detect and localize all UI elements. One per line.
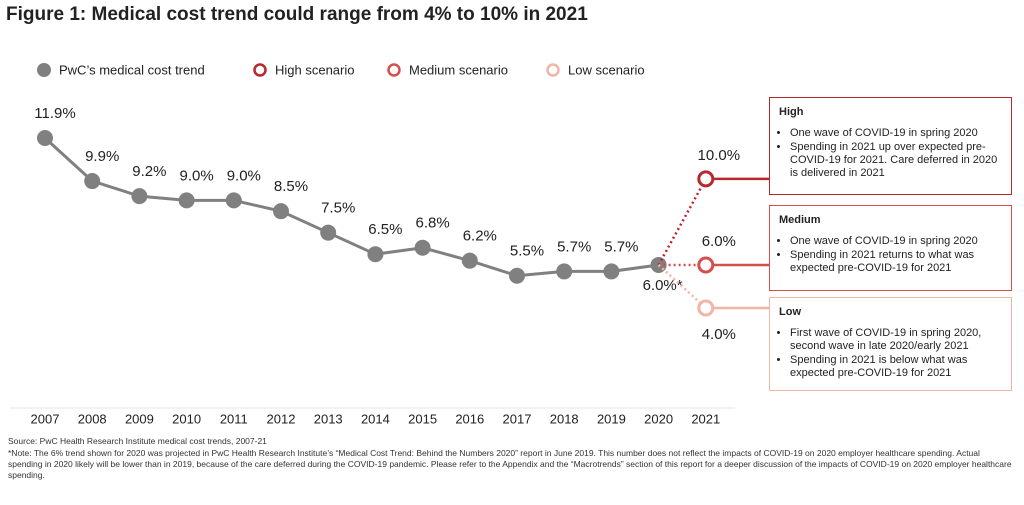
footnote: *Note: The 6% trend shown for 2020 was p… (8, 448, 1012, 480)
data-label: 10.0% (698, 147, 741, 164)
data-label: 9.2% (132, 163, 166, 180)
x-tick-label: 2016 (455, 411, 484, 426)
legend-marker (253, 63, 267, 77)
legend-item: Medium scenario (387, 62, 508, 77)
bullet: Spending in 2021 is below what was expec… (790, 354, 1003, 380)
trend-point (225, 192, 242, 209)
scenario-connector (657, 264, 707, 309)
data-label: 6.8% (415, 215, 449, 232)
trend-point (37, 130, 53, 146)
box-title: Medium (779, 214, 821, 226)
trend-point (367, 246, 384, 263)
x-tick-label: 2020 (644, 411, 673, 426)
scenario-point (697, 256, 715, 274)
scenario-point (697, 170, 715, 188)
trend-point (461, 252, 478, 269)
x-tick-label: 2007 (31, 411, 60, 426)
data-label: 9.9% (85, 148, 119, 165)
legend-item: High scenario (253, 62, 355, 77)
trend-point (603, 263, 620, 280)
data-label: 6.5% (368, 221, 402, 238)
x-tick-label: 2018 (550, 411, 579, 426)
x-tick-label: 2013 (314, 411, 343, 426)
trend-point (320, 224, 337, 241)
source: Source: PwC Health Research Institute me… (8, 436, 267, 446)
x-tick-label: 2008 (78, 411, 107, 426)
x-tick-label: 2012 (267, 411, 296, 426)
legend-label: High scenario (275, 62, 355, 77)
data-label: 9.0% (179, 167, 213, 184)
x-tick-label: 2010 (172, 411, 201, 426)
legend-label: PwC’s medical cost trend (59, 62, 205, 77)
x-tick-label: 2017 (503, 411, 532, 426)
data-label: 11.9% (34, 105, 75, 122)
x-tick-label: 2009 (125, 411, 154, 426)
bullet: One wave of COVID-19 in spring 2020 (790, 235, 1003, 248)
trend-point (84, 173, 101, 190)
data-label: 5.7% (557, 238, 591, 255)
x-tick-label: 2014 (361, 411, 390, 426)
scenario-point (697, 299, 715, 317)
legend-item: PwC’s medical cost trend (37, 62, 205, 77)
data-label: 5.5% (510, 243, 544, 260)
scenario-box: Low First wave of COVID-19 in spring 2020… (769, 297, 1012, 391)
legend-marker (387, 63, 401, 77)
data-label: 5.7% (604, 238, 638, 255)
data-label: 9.0% (227, 167, 261, 184)
trend-point (178, 192, 195, 209)
bullet-list: First wave of COVID-19 in spring 2020, s… (779, 327, 1003, 380)
x-tick-label: 2011 (220, 411, 248, 426)
legend-label: Medium scenario (409, 62, 508, 77)
x-tick-label: 2019 (597, 411, 626, 426)
x-tick-label: 2015 (408, 411, 437, 426)
data-label: 4.0% (702, 326, 736, 343)
bullet: Spending in 2021 up over expected pre-CO… (790, 141, 1003, 180)
scenario-box: Medium One wave of COVID-19 in spring 202… (769, 205, 1012, 291)
bullet-list: One wave of COVID-19 in spring 2020Spend… (779, 127, 1003, 180)
trend-point (556, 263, 573, 280)
legend-marker (546, 63, 560, 77)
bullet-list: One wave of COVID-19 in spring 2020Spend… (779, 235, 1003, 275)
trend-point (414, 239, 431, 256)
box-title: High (779, 106, 804, 118)
data-label: 7.5% (321, 200, 355, 217)
scenario-connector (657, 178, 707, 266)
trend-point (131, 188, 148, 205)
legend-item: Low scenario (546, 62, 645, 77)
data-label: 6.0% (702, 233, 736, 250)
legend-marker (37, 63, 51, 77)
data-label: 8.5% (274, 178, 308, 195)
data-label: 6.2% (463, 228, 497, 245)
trend-point (273, 203, 289, 220)
box-title: Low (779, 306, 801, 318)
x-tick-label: 2021 (691, 411, 720, 426)
bullet: Spending in 2021 returns to what was exp… (790, 249, 1003, 275)
scenario-box: High One wave of COVID-19 in spring 2020S… (769, 97, 1012, 195)
bullet: One wave of COVID-19 in spring 2020 (790, 127, 1003, 140)
chart-title: Figure 1: Medical cost trend could range… (6, 4, 588, 25)
trend-point (509, 267, 525, 284)
bullet: First wave of COVID-19 in spring 2020, s… (790, 327, 1003, 353)
legend-label: Low scenario (568, 62, 645, 77)
data-label: 6.0%* (643, 277, 683, 294)
